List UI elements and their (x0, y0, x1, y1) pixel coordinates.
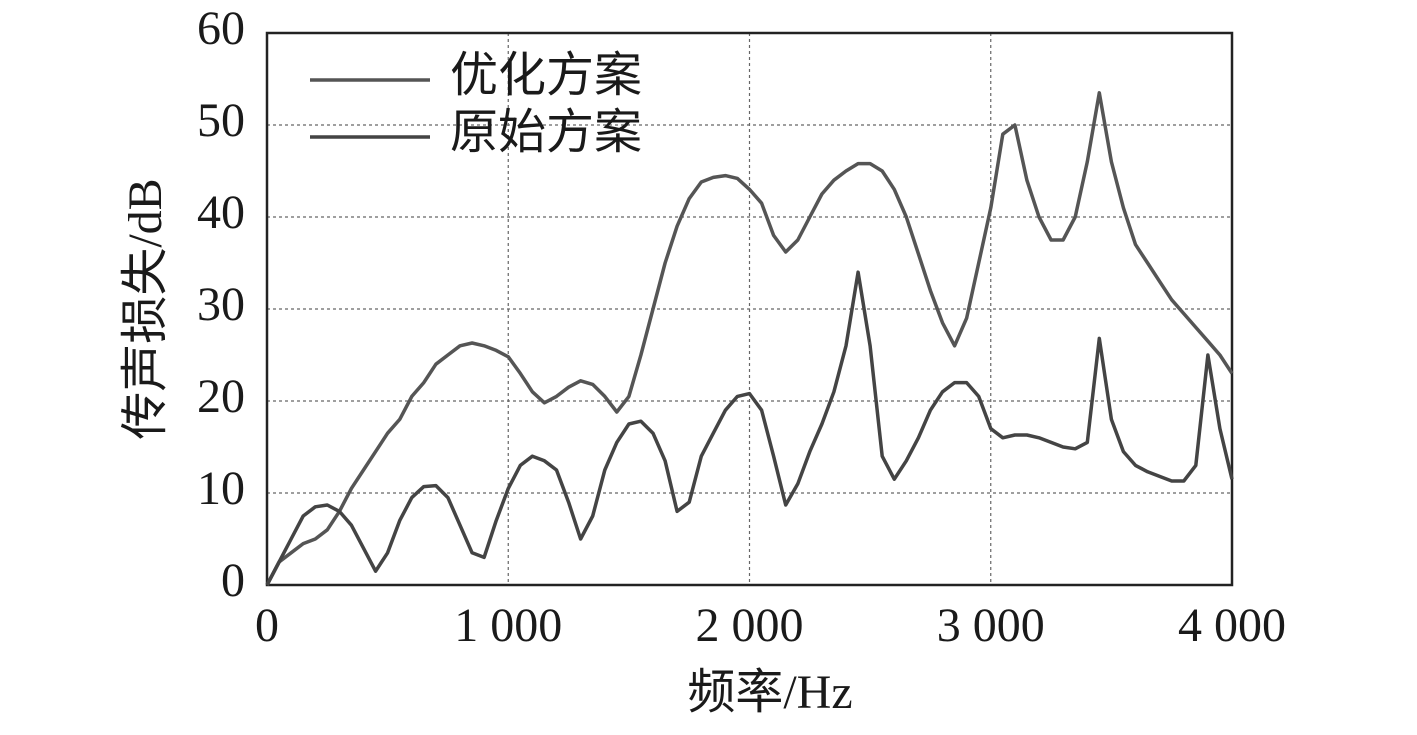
y-tick-label: 0 (221, 554, 245, 607)
x-tick-label: 2 000 (696, 599, 804, 652)
x-tick-label: 3 000 (937, 599, 1045, 652)
x-tick-label: 1 000 (454, 599, 562, 652)
x-tick-label: 0 (255, 599, 279, 652)
x-tick-label: 4 000 (1178, 599, 1286, 652)
y-tick-label: 10 (197, 462, 245, 515)
legend-label: 优化方案 (450, 49, 642, 102)
y-tick-label: 30 (197, 278, 245, 331)
y-axis-label: 传声损失/dB (119, 178, 172, 439)
legend-label: 原始方案 (450, 106, 642, 159)
plot-frame (265, 31, 1234, 587)
x-axis-label: 频率/Hz (687, 666, 852, 719)
y-tick-label: 60 (197, 2, 245, 55)
data-line (265, 91, 1234, 586)
y-tick-label: 20 (197, 370, 245, 423)
y-tick-label: 50 (197, 94, 245, 147)
data-line (265, 270, 1234, 586)
y-tick-label: 40 (197, 186, 245, 239)
